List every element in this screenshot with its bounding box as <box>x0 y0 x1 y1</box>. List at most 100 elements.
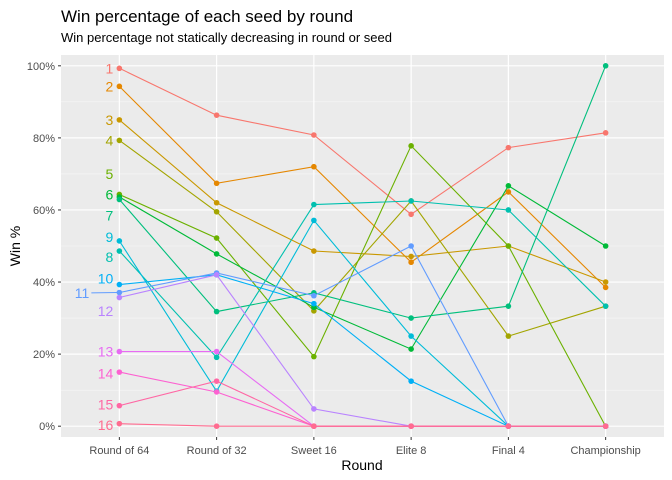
data-point-seed-9 <box>311 217 317 224</box>
data-point-seed-14 <box>116 369 123 375</box>
series-label-seed-10: 10 <box>98 270 114 286</box>
data-point-seed-10 <box>116 281 123 288</box>
y-axis-label: Win % <box>7 226 23 266</box>
series-label-seed-14: 14 <box>98 366 114 382</box>
series-label-seed-8: 8 <box>106 249 114 265</box>
x-tick-label: Round of 64 <box>89 445 149 457</box>
x-tick-label: Championship <box>570 445 640 457</box>
data-point-seed-4 <box>505 333 512 339</box>
series-label-seed-7: 7 <box>106 207 114 223</box>
series-label-seed-9: 9 <box>106 229 114 245</box>
data-point-seed-5 <box>408 143 414 149</box>
data-point-seed-12 <box>116 294 123 301</box>
data-point-seed-2 <box>505 189 512 195</box>
data-point-seed-6 <box>602 243 609 249</box>
x-tick-label: Sweet 16 <box>291 445 337 457</box>
data-point-seed-9 <box>116 238 123 244</box>
series-lines <box>118 65 607 427</box>
data-point-seed-16 <box>505 423 512 429</box>
data-point-seed-15 <box>213 378 220 384</box>
data-point-seed-3 <box>311 248 317 254</box>
data-point-seed-14 <box>213 389 220 395</box>
data-point-seed-7 <box>408 315 414 321</box>
data-point-seed-5 <box>311 353 317 360</box>
data-point-seed-12 <box>213 272 220 278</box>
data-point-seed-1 <box>213 112 220 118</box>
data-point-seed-1 <box>505 144 512 151</box>
data-point-seed-13 <box>213 348 220 355</box>
y-tick-label: 0% <box>39 421 55 433</box>
data-point-seed-13 <box>116 348 123 355</box>
y-tick-label: 100% <box>27 61 55 73</box>
data-point-seed-11 <box>408 243 414 249</box>
series-label-seed-1: 1 <box>106 60 114 76</box>
series-label-seed-2: 2 <box>106 78 114 94</box>
data-point-seed-8 <box>213 354 220 361</box>
data-point-seed-2 <box>213 180 220 187</box>
series-line-seed-5 <box>119 144 607 427</box>
data-point-seed-6 <box>213 251 220 257</box>
series-line-seed-7 <box>118 65 607 319</box>
data-point-seed-7 <box>505 303 512 309</box>
data-point-seed-5 <box>505 243 512 249</box>
data-point-seed-12 <box>311 406 317 412</box>
data-point-seed-3 <box>116 117 123 123</box>
series-line-seed-16 <box>119 423 606 427</box>
data-point-seed-6 <box>408 346 414 352</box>
y-tick-label: 60% <box>33 205 55 217</box>
series-label-seed-4: 4 <box>106 132 114 148</box>
data-point-seed-11 <box>116 289 123 296</box>
data-point-seed-4 <box>116 137 123 144</box>
data-point-seed-2 <box>408 259 414 266</box>
x-tick-label: Final 4 <box>492 445 525 457</box>
data-point-seed-1 <box>311 132 317 138</box>
chart-subtitle: Win percentage not statically decreasing… <box>61 30 392 45</box>
series-label-seed-5: 5 <box>106 166 114 182</box>
x-axis-label: Round <box>341 457 382 473</box>
data-point-seed-1 <box>602 130 609 136</box>
series-label-seed-13: 13 <box>98 344 114 360</box>
x-tick-labels: Round of 64 Round of 32 Sweet 16 Elite 8 Fin… <box>89 437 641 457</box>
data-point-seed-6 <box>505 183 512 189</box>
data-point-seed-5 <box>213 235 220 241</box>
data-point-seed-16 <box>311 423 317 429</box>
data-point-seed-7 <box>602 63 609 69</box>
series-label-seed-11: 11 <box>75 285 90 301</box>
series-line-seed-4 <box>119 139 606 337</box>
y-tick-label: 40% <box>33 277 55 289</box>
data-point-seed-16 <box>116 420 123 427</box>
y-tick-label: 20% <box>33 349 55 361</box>
series-line-seed-6 <box>119 185 606 350</box>
data-point-seed-11 <box>311 292 317 299</box>
series-label-seed-16: 16 <box>98 417 114 433</box>
data-point-seed-2 <box>116 83 123 90</box>
series-label-seed-15: 15 <box>98 397 114 413</box>
series-line-seed-3 <box>119 119 606 283</box>
data-point-seed-9 <box>408 333 414 339</box>
data-point-seed-4 <box>213 208 220 215</box>
x-tick-label: Round of 32 <box>187 445 247 457</box>
data-point-seed-15 <box>116 402 123 409</box>
data-point-seed-16 <box>408 423 414 429</box>
series-label-seed-6: 6 <box>106 186 114 202</box>
data-point-seed-1 <box>116 65 123 72</box>
data-point-seed-3 <box>213 199 220 206</box>
chart-title: Win percentage of each seed by round <box>61 7 353 26</box>
data-point-seed-7 <box>213 308 220 315</box>
data-point-seed-10 <box>408 378 414 384</box>
data-point-seed-8 <box>408 198 414 204</box>
data-point-seed-3 <box>408 253 414 260</box>
data-point-seed-8 <box>311 201 317 208</box>
y-tick-label: 80% <box>33 133 55 145</box>
data-point-seed-8 <box>505 207 512 213</box>
series-label-seed-12: 12 <box>98 303 114 319</box>
y-tick-labels: 0% 20% 40% 60% 80% 100% <box>27 61 61 433</box>
data-point-seed-7 <box>116 196 123 203</box>
data-point-seed-1 <box>408 211 414 218</box>
data-point-seed-8 <box>602 303 609 309</box>
series-line-seed-8 <box>118 200 606 359</box>
series-points <box>116 63 609 429</box>
data-point-seed-16 <box>213 423 220 429</box>
series-line-seed-2 <box>119 86 606 288</box>
